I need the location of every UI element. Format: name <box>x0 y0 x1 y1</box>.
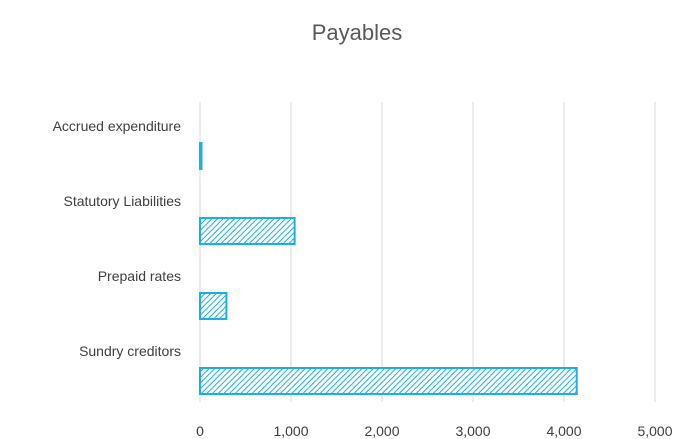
x-tick-label: 0 <box>196 423 204 439</box>
bars <box>199 142 578 395</box>
x-tick-label: 3,000 <box>455 423 490 439</box>
gridlines <box>199 102 656 402</box>
category-labels: Accrued expenditure Statutory Liabilities… <box>53 118 182 359</box>
category-label: Statutory Liabilities <box>63 193 181 209</box>
chart-title: Payables <box>312 20 403 45</box>
x-axis-tick-labels: 0 1,000 2,000 3,000 4,000 5,000 <box>196 423 673 439</box>
bar-prepaid-rates <box>199 292 228 320</box>
bar-accrued-expenditure <box>199 142 203 170</box>
category-label: Prepaid rates <box>98 268 181 284</box>
bar-sundry-creditors <box>199 367 578 395</box>
x-tick-label: 5,000 <box>637 423 672 439</box>
x-tick-label: 4,000 <box>546 423 581 439</box>
category-label: Accrued expenditure <box>53 118 182 134</box>
bar-statutory-liabilities <box>199 217 296 245</box>
x-tick-label: 2,000 <box>364 423 399 439</box>
category-label: Sundry creditors <box>79 343 181 359</box>
x-tick-label: 1,000 <box>273 423 308 439</box>
